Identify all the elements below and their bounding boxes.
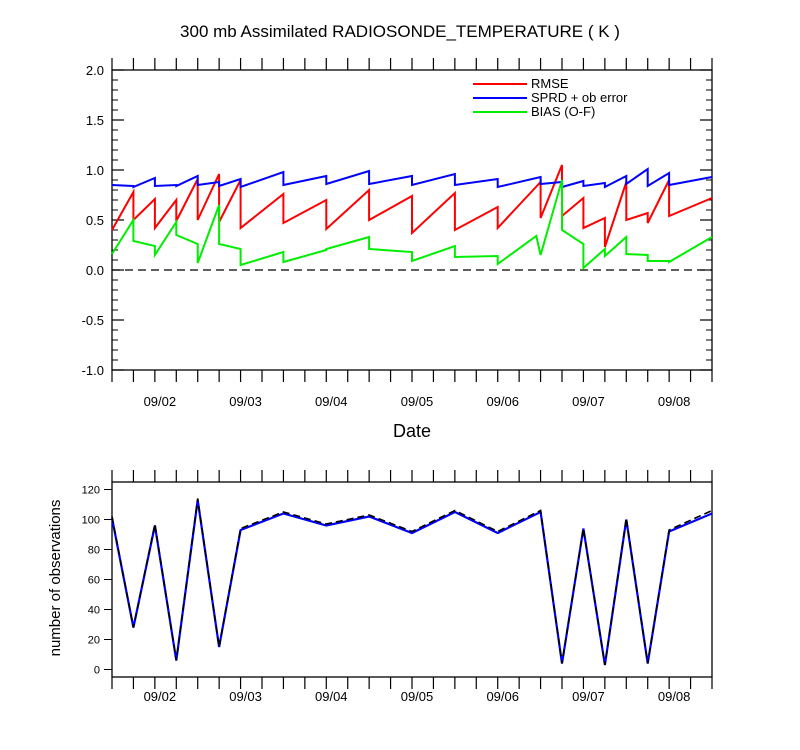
y-tick-label: 1.0: [86, 163, 104, 178]
x-axis-label: Date: [393, 421, 431, 441]
x-tick-label: 09/03: [229, 394, 262, 409]
y-tick-label: 0.0: [86, 263, 104, 278]
bottom-series-group: [110, 498, 713, 666]
y-tick-label: 100: [82, 515, 100, 527]
y-tick-label: 1.5: [86, 113, 104, 128]
x-tick-label: 09/05: [401, 689, 434, 704]
series-line-bias-o-f: [111, 179, 713, 271]
x-tick-label: 09/02: [144, 689, 177, 704]
x-tick-label: 09/04: [315, 689, 348, 704]
legend-label: SPRD + ob error: [531, 90, 628, 105]
x-tick-label: 09/05: [401, 394, 434, 409]
y-tick-label: 2.0: [86, 63, 104, 78]
series-line-sprd-ob-error: [111, 167, 713, 189]
series-line-count: [110, 499, 713, 666]
bottom-chart-panel: 0 20 40 60 80 100 120 09/02 09/03 09/04 09/05 09/06…: [47, 470, 713, 704]
y-tick-label: 0: [94, 665, 100, 677]
series-line-rmse: [111, 164, 713, 248]
x-tick-label: 09/08: [658, 689, 691, 704]
legend-label: BIAS (O-F): [531, 104, 595, 119]
x-tick-label: 09/07: [572, 689, 605, 704]
y-tick-label: 120: [82, 485, 100, 497]
x-tick-label: 09/06: [486, 689, 519, 704]
y-tick-label: 0.5: [86, 213, 104, 228]
x-tick-label: 09/06: [486, 394, 519, 409]
x-tick-label: 09/08: [658, 394, 691, 409]
x-tick-label: 09/07: [572, 394, 605, 409]
chart-title: 300 mb Assimilated RADIOSONDE_TEMPERATUR…: [180, 22, 620, 41]
bottom-ticks: 0 20 40 60 80 100 120 09/02 09/03 09/04 09/05 09/06…: [82, 470, 713, 704]
y-tick-label: -0.5: [82, 313, 104, 328]
top-ticks: -1.0 -0.5 0.0 0.5 1.0 1.5 2.0 09/02 09/03 09/04 09…: [82, 58, 713, 409]
y-tick-label: 20: [88, 635, 100, 647]
y-tick-label: 80: [88, 545, 100, 557]
x-tick-label: 09/04: [315, 394, 348, 409]
y-tick-label: 60: [88, 575, 100, 587]
y-axis-label: number of observations: [47, 500, 64, 657]
y-tick-label: 40: [88, 605, 100, 617]
series-line-count-dashed: [111, 498, 713, 666]
top-chart-panel: -1.0 -0.5 0.0 0.5 1.0 1.5 2.0 09/02 09/03 09/04 09…: [82, 58, 713, 441]
bottom-plot-frame: [111, 481, 713, 678]
x-tick-label: 09/02: [144, 394, 177, 409]
legend-label: RMSE: [531, 76, 569, 91]
y-tick-label: -1.0: [82, 363, 104, 378]
top-series-group: [111, 164, 713, 271]
x-tick-label: 09/03: [229, 689, 262, 704]
